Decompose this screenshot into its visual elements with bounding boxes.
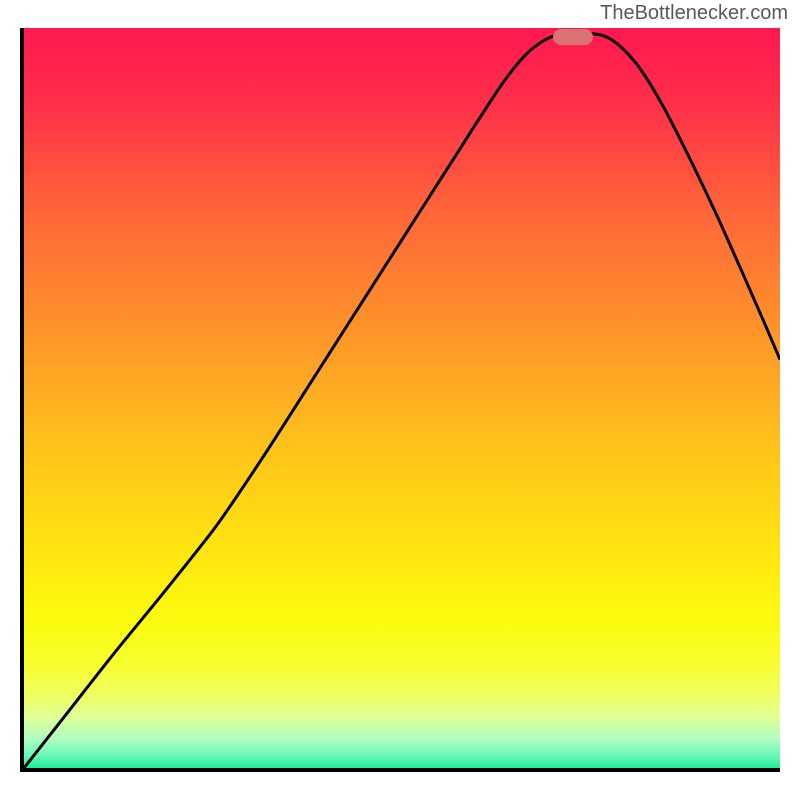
- bottleneck-curve: [24, 28, 780, 768]
- optimal-marker: [553, 29, 593, 45]
- watermark-text: TheBottlenecker.com: [600, 2, 788, 25]
- plot-area: [20, 28, 780, 772]
